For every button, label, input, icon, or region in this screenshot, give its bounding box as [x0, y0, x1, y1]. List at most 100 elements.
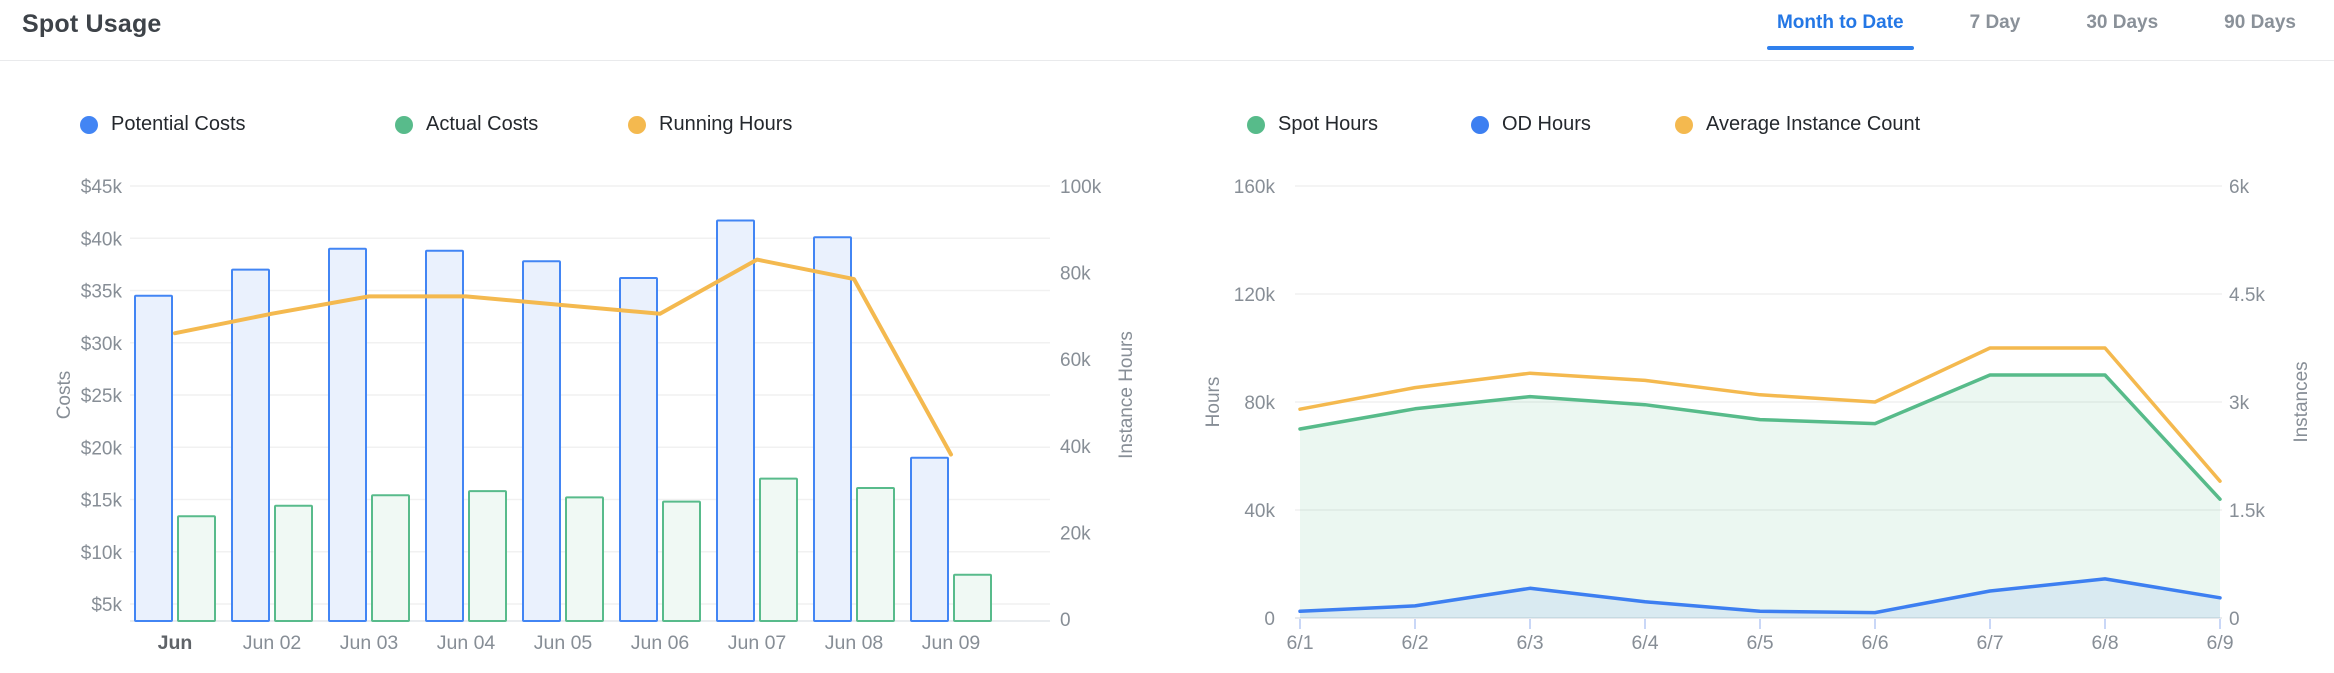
line-running-hours[interactable] [173, 257, 953, 457]
bar-potential-costs-jun-08[interactable] [813, 236, 852, 622]
bar-actual-costs-jun-05[interactable] [565, 496, 604, 622]
legend-label: Running Hours [659, 113, 793, 135]
bar-potential-costs-jun-06[interactable] [619, 277, 658, 622]
hours-chart-panel: Spot Hours OD Hours Average Instance Count… [1167, 61, 2334, 673]
bar-potential-costs-jun-05[interactable] [522, 260, 561, 622]
axis-tick-label: 60k [1060, 350, 1091, 371]
bar-potential-costs-jun-07[interactable] [716, 219, 755, 622]
gridlines [1295, 185, 2222, 619]
axis-tick-label: 100k [1060, 177, 1102, 198]
legend-label: Potential Costs [111, 113, 246, 135]
right-axis-title: Instances [2291, 361, 2312, 442]
bar-potential-costs-jun-04[interactable] [425, 249, 464, 623]
x-axis-label: 6/3 [1516, 632, 1543, 654]
axis-tick-label: $30k [81, 334, 123, 355]
axis-tick-label: 40k [1060, 437, 1091, 458]
bar-series-actual-costs [177, 477, 992, 623]
legend-item-potential-costs[interactable]: Potential Costs [80, 113, 246, 136]
axis-tick-label: 0 [2229, 609, 2240, 630]
charts-row: Potential Costs Actual Costs Running Hours… [0, 61, 2334, 673]
x-axis-labels: Jun Jun 02 Jun 03 Jun 04 Jun 05 Jun 06 Jun 07 J… [158, 632, 981, 654]
x-axis-label: Jun 03 [340, 632, 399, 654]
bar-actual-costs-jun[interactable] [177, 515, 216, 623]
hours-area-chart[interactable]: 160k 120k 80k 40k 0 6k 4.5k 3k 1.5k 0 Hours Instanc… [1167, 141, 2334, 673]
tab-30-days[interactable]: 30 Days [2086, 12, 2159, 33]
bar-potential-costs-jun-02[interactable] [231, 268, 270, 622]
x-axis-label: 6/8 [2091, 632, 2118, 654]
costs-chart-panel: Potential Costs Actual Costs Running Hours… [0, 61, 1167, 673]
axis-tick-label: 120k [1234, 285, 1276, 306]
axis-tick-label: 80k [1244, 393, 1275, 414]
bar-series-potential-costs [134, 219, 949, 623]
legend-dot-potential-costs [80, 115, 98, 134]
bar-actual-costs-jun-04[interactable] [468, 490, 507, 622]
bar-actual-costs-jun-07[interactable] [759, 477, 798, 622]
right-axis-title: Instance Hours [1116, 331, 1137, 459]
area-fill [1300, 375, 2220, 618]
axis-tick-label: 0 [1264, 609, 1275, 630]
x-axis-label: Jun 04 [437, 632, 496, 654]
x-axis-label: 6/7 [1976, 632, 2003, 654]
x-axis-labels: 6/1 6/2 6/3 6/4 6/5 6/6 6/7 6/8 6/9 [1286, 619, 2234, 654]
axis-tick-label: 6k [2229, 177, 2250, 198]
legend-label: Actual Costs [426, 113, 539, 135]
costs-combo-chart[interactable]: $45k $40k $35k $30k $25k $20k $15k $10k $5k 100k 8… [0, 141, 1167, 673]
legend-item-running-hours[interactable]: Running Hours [628, 113, 792, 136]
bar-actual-costs-jun-08[interactable] [856, 487, 895, 622]
legend-item-average-instance-count[interactable]: Average Instance Count [1675, 113, 1920, 136]
axis-tick-label: $25k [81, 386, 123, 407]
axis-tick-label: 4.5k [2229, 285, 2265, 306]
axis-tick-label: 3k [2229, 393, 2250, 414]
bar-actual-costs-jun-03[interactable] [371, 494, 410, 622]
x-axis-label: Jun 06 [631, 632, 690, 654]
bar-potential-costs-jun-03[interactable] [328, 247, 367, 622]
axis-tick-label: $10k [81, 543, 123, 564]
legend-dot-average-instance-count [1675, 115, 1693, 134]
legend-label: Average Instance Count [1706, 113, 1921, 135]
axis-tick-label: $15k [81, 491, 123, 512]
axis-tick-label: 1.5k [2229, 501, 2265, 522]
axis-tick-label: 20k [1060, 523, 1091, 544]
left-axis-title: Hours [1203, 377, 1224, 428]
x-axis-label: 6/1 [1286, 632, 1313, 654]
x-axis-label: Jun 08 [825, 632, 884, 654]
legend-item-od-hours[interactable]: OD Hours [1471, 113, 1591, 136]
page-title: Spot Usage [22, 10, 162, 38]
line-average-instance-count[interactable] [1298, 346, 2222, 483]
bar-potential-costs-jun[interactable] [134, 294, 173, 622]
tab-7-day[interactable]: 7 Day [1969, 12, 2021, 33]
x-axis-label: Jun [158, 632, 193, 654]
axis-tick-label: 80k [1060, 264, 1091, 285]
line-od-hours[interactable] [1298, 577, 2222, 615]
legend-item-actual-costs[interactable]: Actual Costs [395, 113, 538, 136]
bar-actual-costs-jun-09[interactable] [953, 573, 992, 623]
right-axis-tick-labels: 6k 4.5k 3k 1.5k 0 [2229, 177, 2265, 630]
axis-tick-label: $5k [91, 595, 122, 616]
bar-actual-costs-jun-02[interactable] [274, 504, 313, 622]
legend-item-spot-hours[interactable]: Spot Hours [1247, 113, 1378, 136]
bar-actual-costs-jun-06[interactable] [662, 500, 701, 623]
axis-tick-label: $40k [81, 229, 123, 250]
x-axis-label: Jun 05 [534, 632, 593, 654]
x-axis-label: 6/4 [1631, 632, 1658, 654]
legend-dot-spot-hours [1247, 115, 1265, 134]
axis-tick-label: $20k [81, 438, 123, 459]
x-axis-label: 6/2 [1401, 632, 1428, 654]
x-axis-label: Jun 02 [243, 632, 302, 654]
bar-potential-costs-jun-09[interactable] [910, 456, 949, 623]
tab-month-to-date[interactable]: Month to Date [1766, 10, 1914, 50]
tab-90-days[interactable]: 90 Days [2224, 12, 2296, 33]
hours-chart-legend: Spot Hours OD Hours Average Instance Count [1167, 113, 2334, 141]
x-axis-label: Jun 09 [922, 632, 981, 654]
x-axis-label: 6/6 [1861, 632, 1888, 654]
line-spot-hours[interactable] [1298, 373, 2222, 501]
legend-label: Spot Hours [1278, 113, 1379, 135]
axis-tick-label: 0 [1060, 610, 1071, 631]
time-range-tabs: Month to Date 7 Day 30 Days 90 Days [1715, 10, 2300, 50]
left-axis-title: Costs [54, 371, 75, 420]
x-axis-label: 6/5 [1746, 632, 1773, 654]
axis-tick-label: $35k [81, 282, 123, 303]
axis-tick-label: 40k [1244, 501, 1275, 522]
legend-dot-actual-costs [395, 115, 413, 134]
